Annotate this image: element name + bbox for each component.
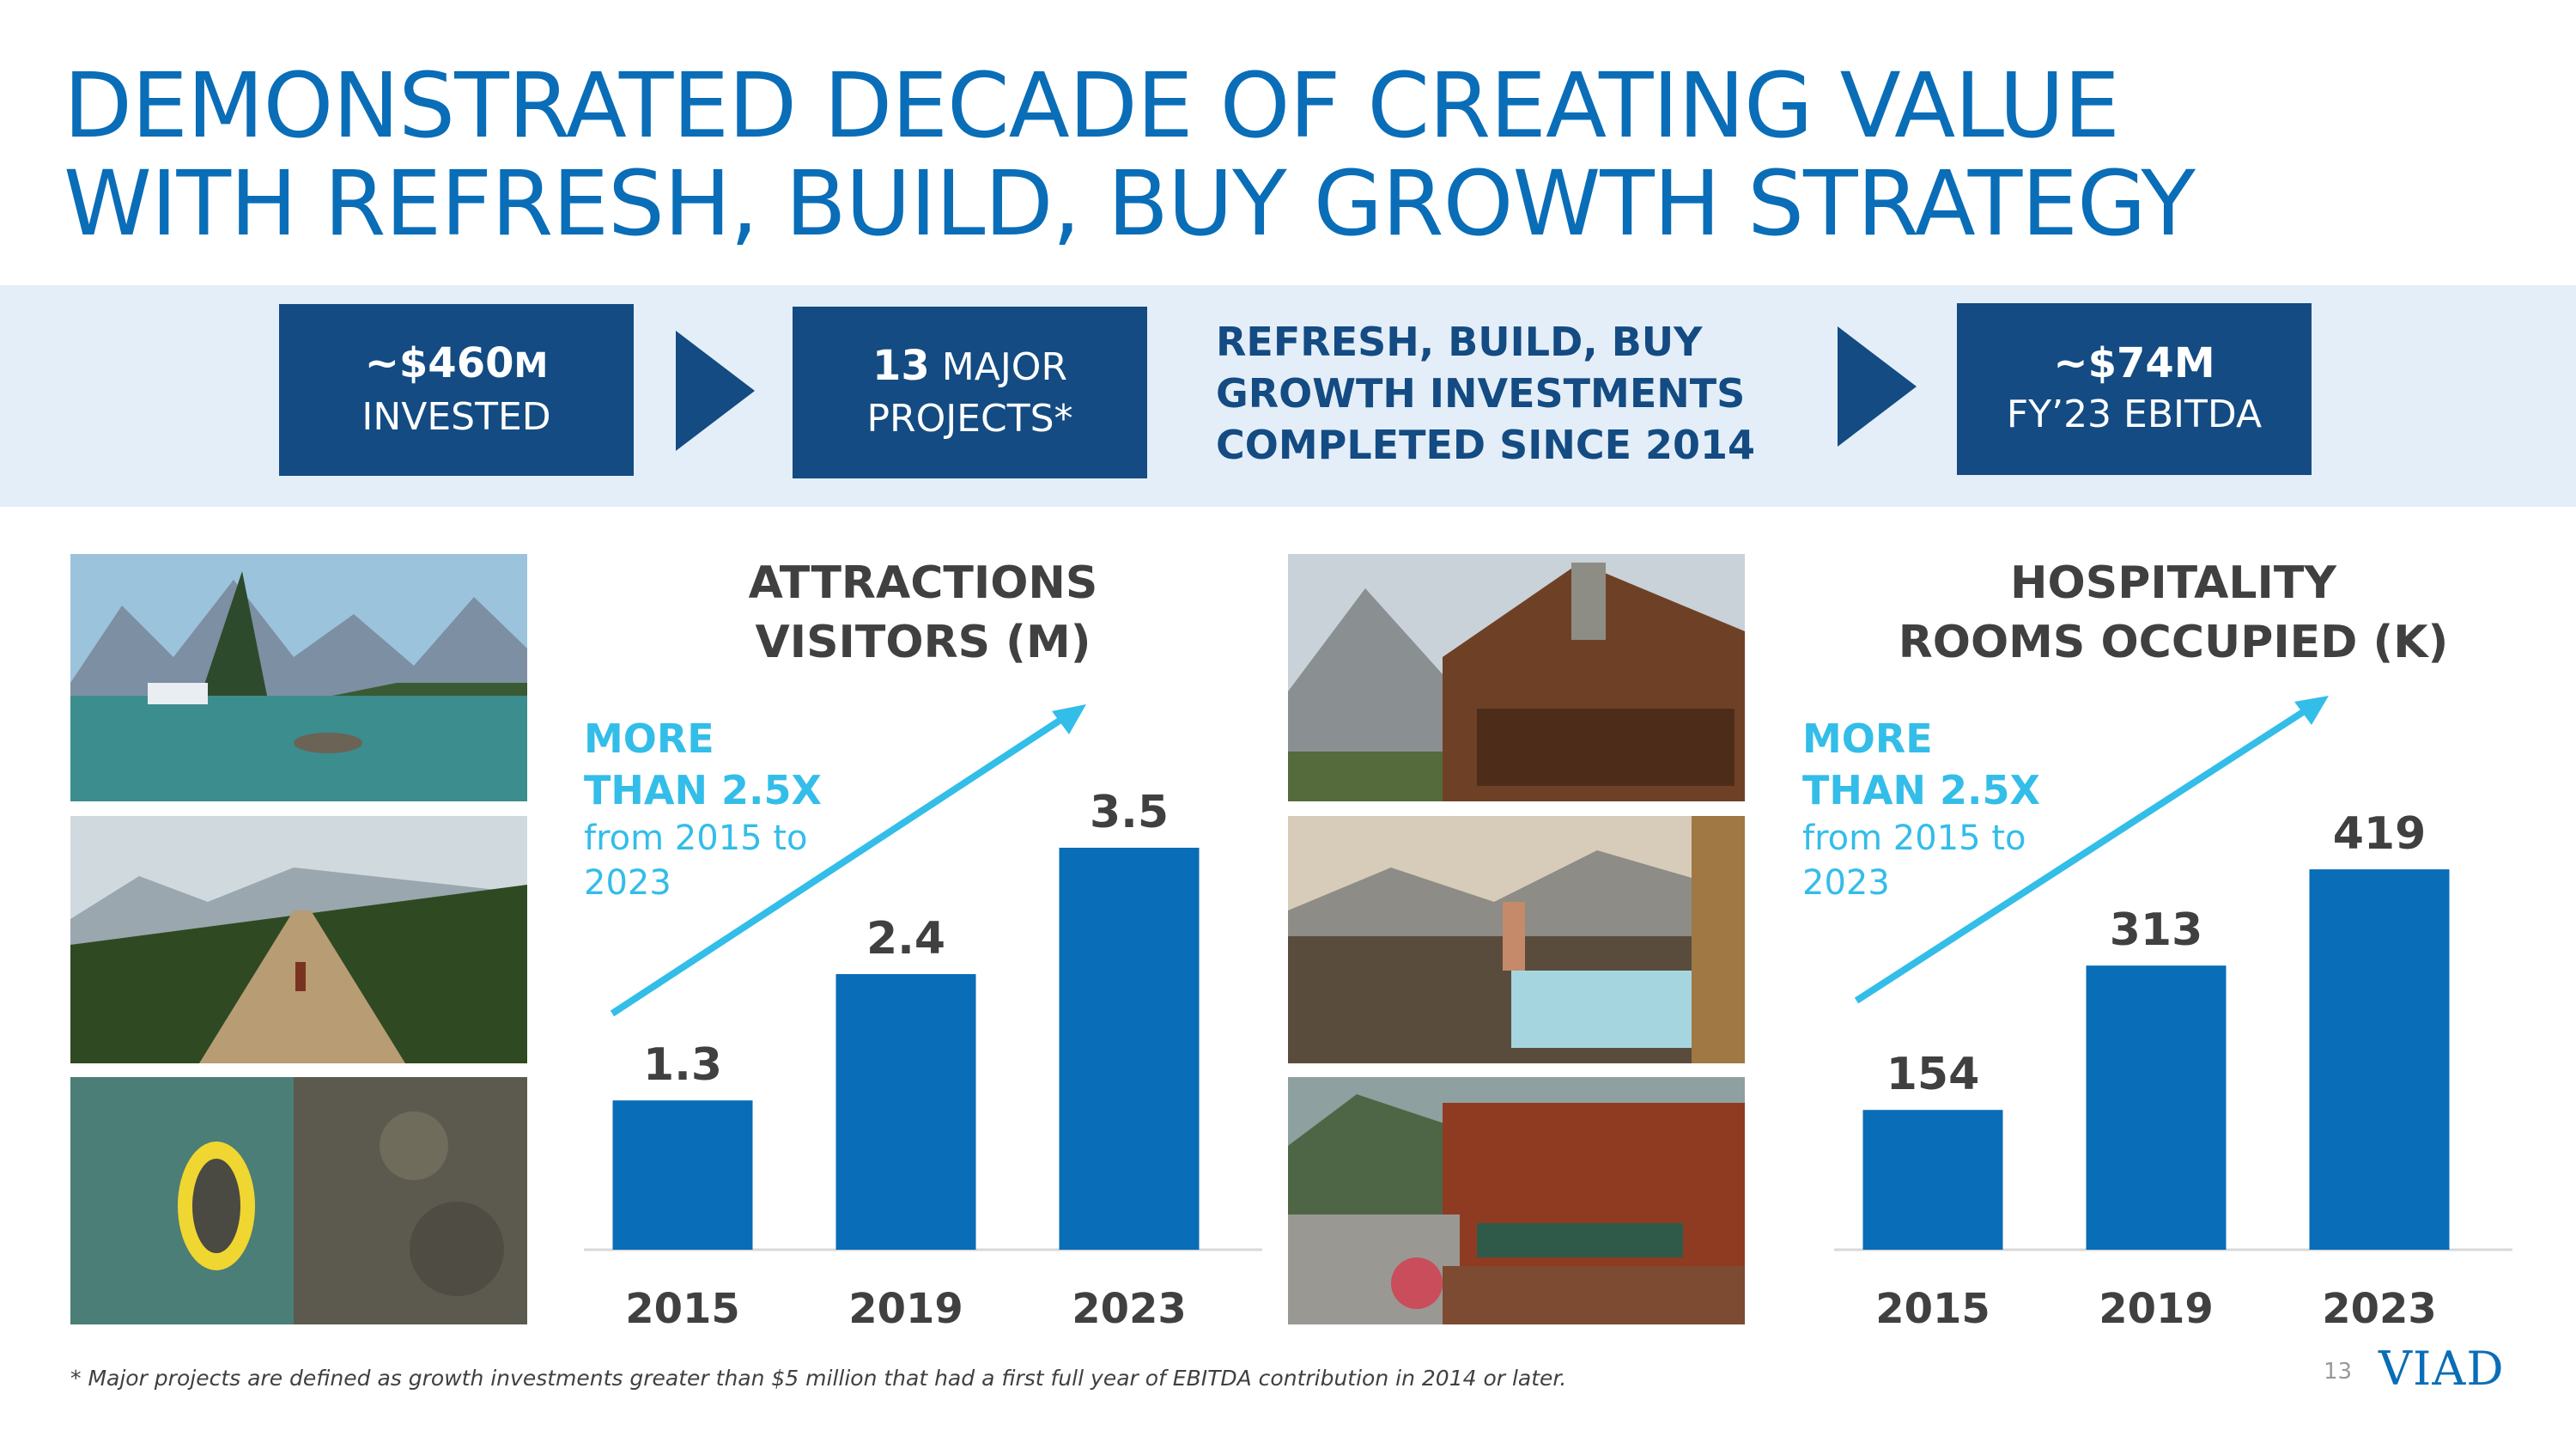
trend-arrow: [1854, 701, 2318, 1004]
page-title: DEMONSTRATED DECADE OF CREATING VALUE WI…: [64, 57, 2519, 253]
arrow-head-icon: [2294, 696, 2329, 725]
hospitality-callout: MORE THAN 2.5X from 2015 to 2023: [1802, 713, 2040, 905]
chevron-right-icon: [1838, 326, 1917, 447]
bar-2015: [612, 1100, 753, 1250]
kpi-ebitda-label: FY’23 EBITDA: [2006, 393, 2263, 436]
hospitality-chart: HOSPITALITY ROOMS OCCUPIED (K) 154 2015 31…: [1834, 550, 2512, 1340]
bar-2019: [835, 974, 976, 1250]
title-line-2: WITH REFRESH, BUILD, BUY GROWTH STRATEGY: [64, 151, 2196, 256]
river-rafting-photo: [70, 1077, 527, 1324]
kpi-invested-unit: M: [513, 345, 549, 386]
x-tick-label-2019: 2019: [848, 1285, 963, 1333]
kpi-projects-suffix: MAJOR: [929, 345, 1068, 389]
title-line-1: DEMONSTRATED DECADE OF CREATING VALUE: [64, 53, 2120, 158]
value-label-2019: 2.4: [866, 913, 945, 965]
kpi-projects-label: PROJECTS*: [866, 397, 1073, 441]
chart-title-line-2: ROOMS OCCUPIED (K): [1899, 617, 2449, 668]
callout-big-line-2: THAN 2.5X: [584, 767, 822, 813]
mountain-lodge-photo: [1288, 554, 1745, 801]
attractions-callout: MORE THAN 2.5X from 2015 to 2023: [584, 713, 822, 905]
callout-small-line-1: from 2015 to: [584, 819, 808, 858]
lake-island-photo: [70, 554, 527, 801]
chart-title-line-2: VISITORS (M): [756, 617, 1091, 668]
kpi-middle-line-1: REFRESH, BUILD, BUY: [1216, 319, 1703, 365]
page-number: 13: [2324, 1359, 2353, 1385]
bar-2023: [1059, 847, 1200, 1250]
arrow-head-icon: [1052, 704, 1086, 734]
kpi-middle-line-3: COMPLETED SINCE 2014: [1216, 422, 1756, 468]
value-label-2015: 154: [1886, 1049, 1980, 1100]
chart-title-line-1: HOSPITALITY: [2010, 557, 2337, 609]
attractions-chart-svg: ATTRACTIONS VISITORS (M) 1.3 2015 2.4 2019 3…: [584, 557, 1262, 1333]
kpi-invested-value: ~$460: [364, 338, 514, 387]
x-tick-label-2015: 2015: [1875, 1285, 1990, 1333]
callout-big-line-2: THAN 2.5X: [1802, 767, 2040, 813]
footnote: * Major projects are defined as growth i…: [70, 1366, 1567, 1391]
kpi-middle-text: REFRESH, BUILD, BUY GROWTH INVESTMENTS C…: [1216, 316, 1783, 471]
kpi-invested-box: ~$460M INVESTED: [279, 304, 634, 476]
trend-arrow: [610, 714, 1067, 1017]
bar-2023: [2309, 869, 2450, 1250]
chevron-right-icon: [676, 331, 755, 451]
chart-title-line-1: ATTRACTIONS: [749, 557, 1098, 609]
value-label-2023: 419: [2333, 808, 2427, 860]
balcony-hot-tub-photo: [1288, 816, 1745, 1063]
bar-2019: [2086, 965, 2227, 1250]
value-label-2023: 3.5: [1090, 787, 1169, 838]
x-tick-label-2023: 2023: [1072, 1285, 1187, 1333]
kpi-projects-value: 13: [872, 342, 930, 390]
kpi-middle-line-2: GROWTH INVESTMENTS: [1216, 370, 1746, 417]
viad-logo: VIAD: [2379, 1342, 2505, 1396]
kpi-projects-box: 13 MAJOR PROJECTS*: [793, 307, 1147, 478]
hospitality-chart-svg: HOSPITALITY ROOMS OCCUPIED (K) 154 2015 31…: [1834, 557, 2512, 1333]
kpi-invested-label: INVESTED: [361, 394, 551, 439]
callout-small-line-2: 2023: [584, 863, 671, 903]
attractions-chart: ATTRACTIONS VISITORS (M) 1.3 2015 2.4 2019 3…: [584, 550, 1262, 1340]
bar-2015: [1862, 1110, 2003, 1250]
callout-small-line-1: from 2015 to: [1802, 819, 2026, 858]
callout-big-line-1: MORE: [584, 715, 714, 762]
kpi-ebitda-value: ~$74M: [2053, 339, 2215, 387]
kpi-ebitda-box: ~$74M FY’23 EBITDA: [1957, 303, 2312, 475]
value-label-2015: 1.3: [643, 1039, 722, 1091]
x-tick-label-2023: 2023: [2322, 1285, 2437, 1333]
suspension-bridge-photo: [70, 816, 527, 1063]
callout-big-line-1: MORE: [1802, 715, 1933, 762]
callout-small-line-2: 2023: [1802, 863, 1890, 903]
x-tick-label-2019: 2019: [2099, 1285, 2214, 1333]
lodge-deck-photo: [1288, 1077, 1745, 1324]
value-label-2019: 313: [2110, 904, 2203, 956]
x-tick-label-2015: 2015: [625, 1285, 740, 1333]
